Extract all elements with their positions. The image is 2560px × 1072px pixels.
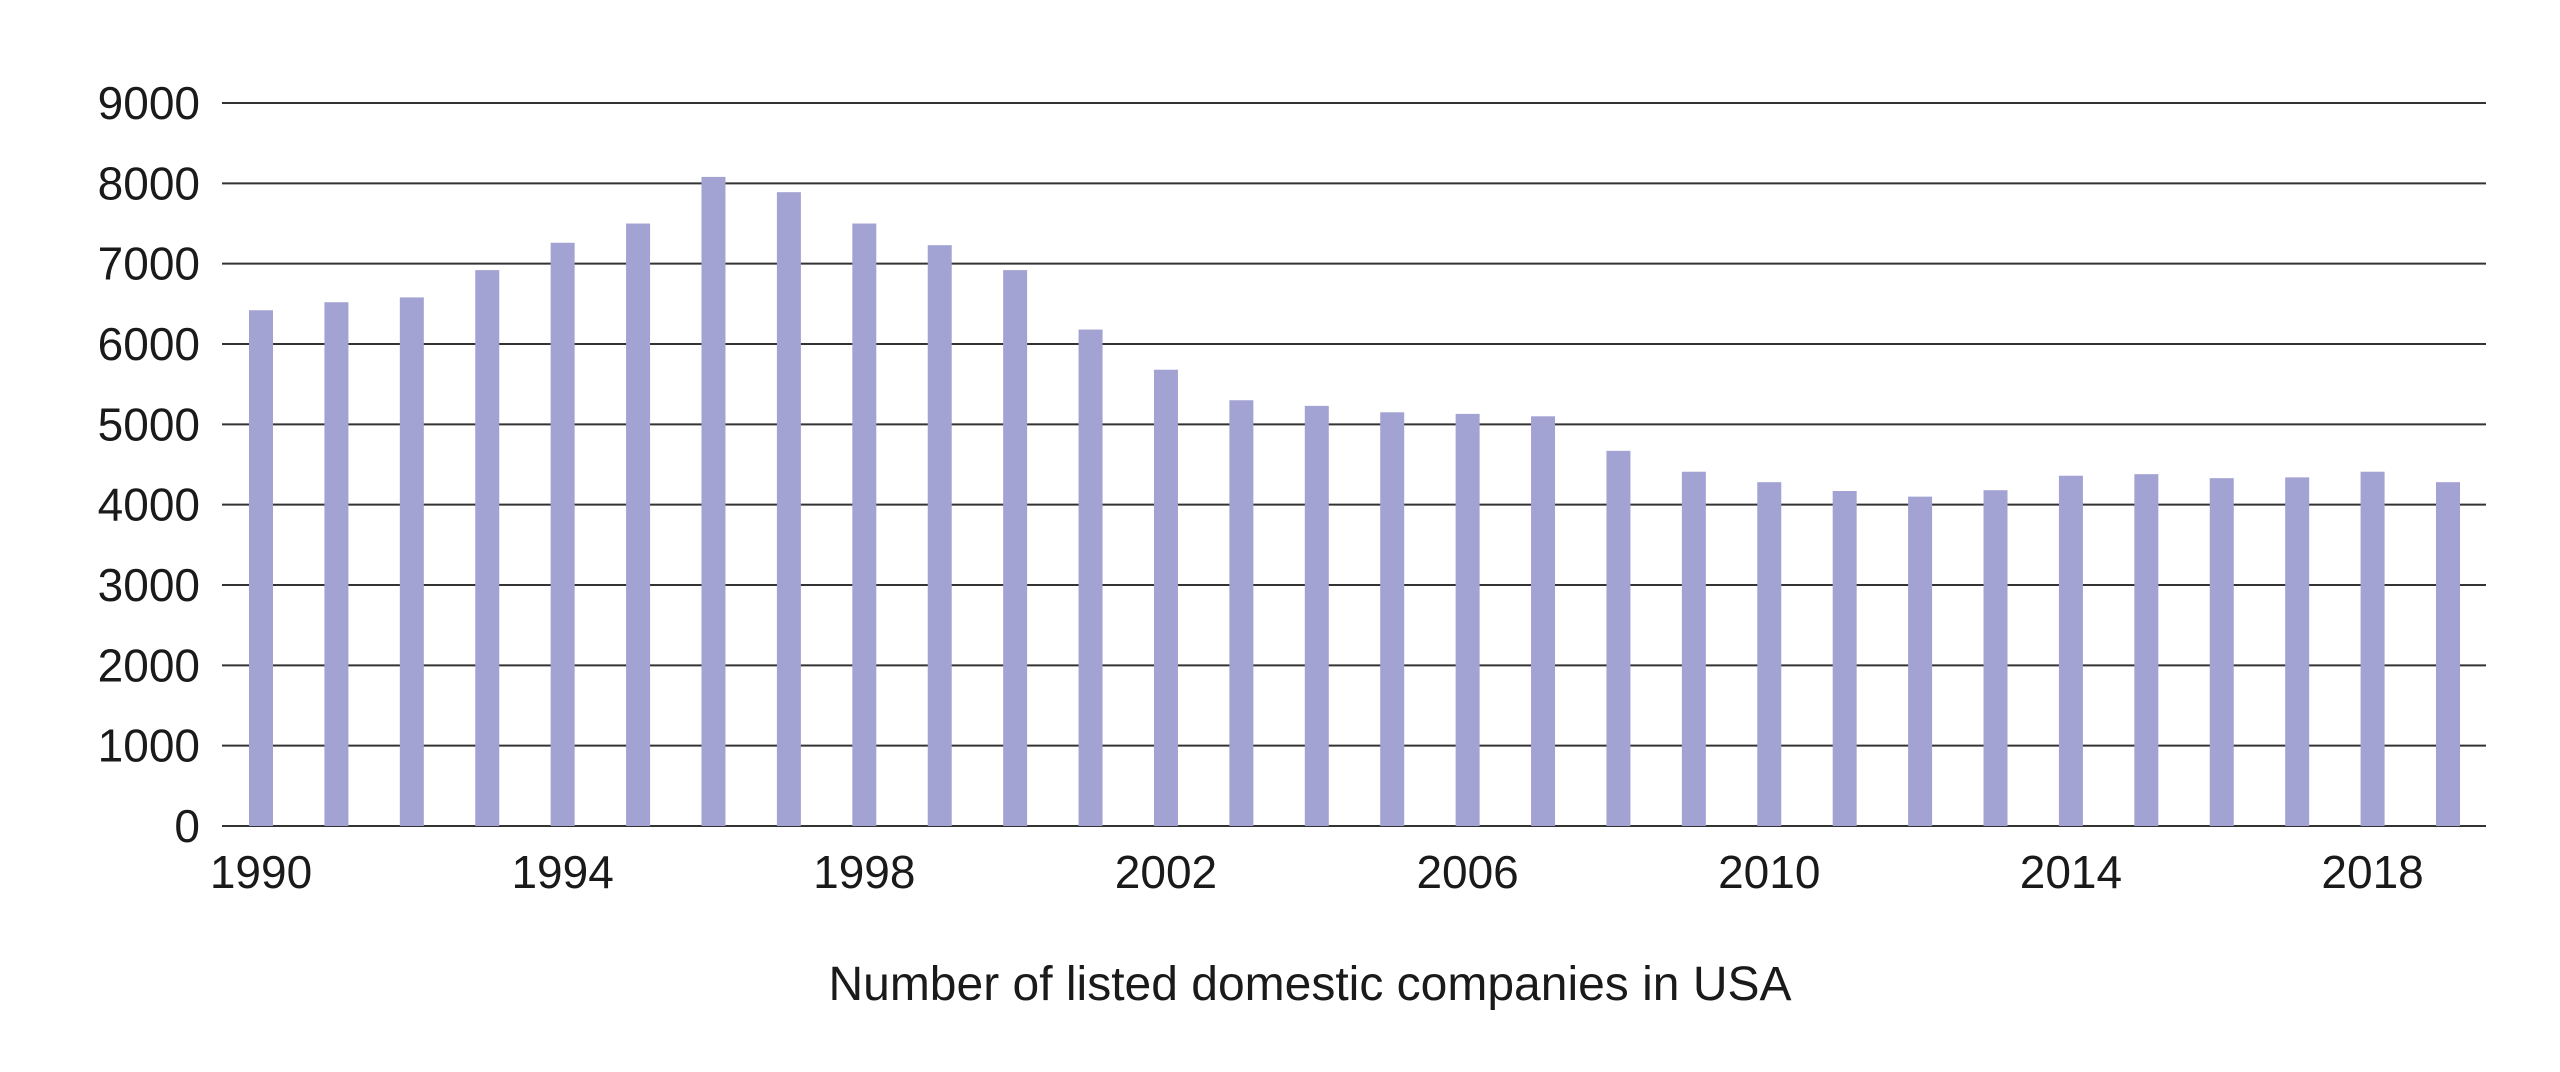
bar-2018 [2360,471,2385,826]
bar-2003 [1229,400,1254,826]
x-tick-label: 2002 [1115,846,1217,898]
bar-1995 [626,223,651,826]
bar-2015 [2134,474,2159,826]
y-tick-label: 4000 [98,479,200,531]
bar-2000 [1003,270,1028,826]
bar-2004 [1304,405,1329,826]
bar-2014 [2058,475,2083,826]
bar-1997 [776,192,801,827]
bar-2011 [1832,491,1857,826]
bar-1991 [324,302,349,826]
bars [249,176,2460,827]
y-tick-label: 6000 [98,318,200,370]
x-axis-title: Number of listed domestic companies in U… [828,958,1791,1011]
y-tick-label: 9000 [98,77,200,129]
bar-2006 [1455,413,1480,826]
bar-1998 [852,223,877,826]
y-tick-label: 8000 [98,157,200,209]
bar-2016 [2209,478,2234,826]
bar-2008 [1606,450,1631,826]
bar-2019 [2436,482,2460,826]
bar-2007 [1531,416,1556,826]
bar-2009 [1681,471,1706,826]
y-tick-label: 5000 [98,398,200,450]
y-tick-label: 0 [174,800,200,852]
bar-2001 [1078,329,1103,826]
x-tick-label: 1998 [813,846,915,898]
bar-2012 [1908,496,1933,826]
x-tick-label: 2018 [2321,846,2423,898]
x-axis-ticks: 1990 1994 1998 2002 2006 2010 2014 2018 [210,846,2424,898]
bar-2017 [2285,477,2310,826]
bar-1992 [399,297,424,826]
bar-2013 [1983,490,2008,826]
y-axis-ticks: 0 1000 2000 3000 4000 5000 6000 7000 8000 9000 [98,77,200,852]
bar-1990 [249,310,273,826]
y-tick-label: 2000 [98,639,200,691]
bar-2005 [1380,412,1405,826]
x-tick-label: 1994 [511,846,613,898]
bar-2010 [1757,482,1782,826]
bar-1993 [475,270,500,826]
x-tick-label: 2010 [1718,846,1820,898]
y-tick-label: 1000 [98,720,200,772]
x-tick-label: 2006 [1416,846,1518,898]
bar-1994 [550,242,575,826]
bar-2002 [1153,369,1178,826]
bar-1996 [701,176,726,826]
x-tick-label: 1990 [210,846,312,898]
gridlines [222,102,2486,827]
y-tick-label: 7000 [98,238,200,290]
y-tick-label: 3000 [98,559,200,611]
x-tick-label: 2014 [2020,846,2122,898]
bar-1999 [927,245,952,826]
